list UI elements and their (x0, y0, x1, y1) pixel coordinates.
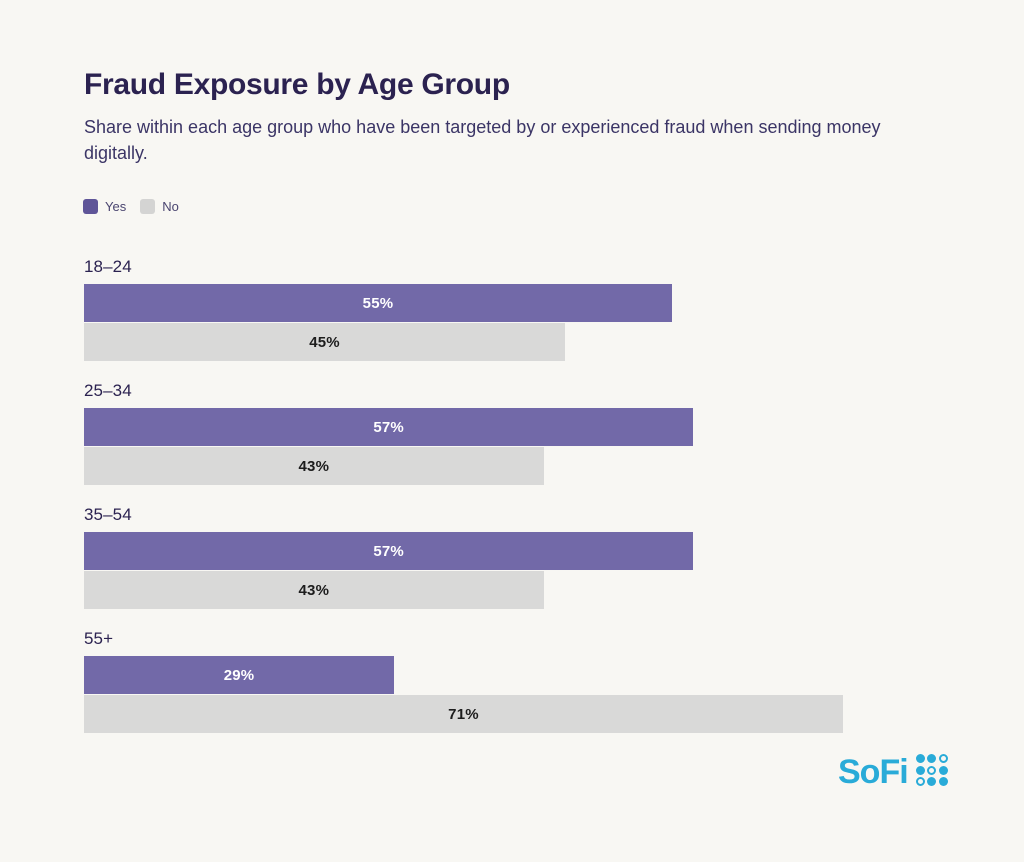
page-title: Fraud Exposure by Age Group (84, 68, 510, 101)
group-label: 35–54 (84, 505, 132, 524)
bar-row-no: 45% (84, 323, 984, 361)
sofi-logo: SoFi (838, 754, 948, 789)
chart-header: Fraud Exposure by Age Group Share within… (84, 68, 934, 166)
sofi-dot-5 (927, 765, 937, 775)
chart-legend: Yes No (83, 199, 179, 214)
sofi-dot-6 (938, 765, 948, 775)
sofi-dot-7 (915, 777, 925, 786)
legend-label-yes: Yes (105, 199, 127, 214)
sofi-dot-3 (938, 754, 948, 763)
sofi-dot-1 (915, 754, 925, 763)
bar-value-label: 57% (373, 418, 404, 436)
bar-group-18-24: 18–24 55% 45% (84, 258, 984, 361)
sofi-dot-grid-icon (915, 754, 948, 786)
bar-value-label: 55% (362, 294, 394, 312)
chart-subtitle: Share within each age group who have bee… (84, 117, 881, 163)
bar-yes[interactable]: 57% (84, 408, 694, 446)
sofi-dot-2 (927, 754, 937, 763)
bar-no[interactable]: 43% (84, 447, 544, 485)
bar-chart-plot: 18–24 55% 45% 25–34 57% 43% (84, 258, 984, 733)
bar-value-label: 45% (309, 333, 340, 351)
bar-value-label: 71% (448, 705, 479, 723)
bar-row-yes: 55% (84, 284, 984, 322)
legend-item-no[interactable]: No (140, 199, 179, 214)
legend-swatch-no (140, 199, 156, 214)
legend-item-yes[interactable]: Yes (83, 199, 126, 214)
bar-group-35-54: 35–54 57% 43% (84, 506, 984, 609)
bar-no[interactable]: 71% (84, 695, 843, 733)
sofi-wordmark: SoFi (838, 752, 909, 791)
bar-row-yes: 29% (84, 656, 984, 694)
bar-row-no: 43% (84, 447, 984, 485)
bar-row-no: 71% (84, 695, 984, 733)
bar-group-25-34: 25–34 57% 43% (84, 382, 984, 485)
bar-yes[interactable]: 57% (84, 532, 694, 570)
sofi-dot-9 (938, 777, 948, 786)
bar-row-no: 43% (84, 571, 984, 609)
bar-no[interactable]: 45% (84, 323, 566, 361)
bar-yes[interactable]: 55% (84, 284, 672, 322)
bar-no[interactable]: 43% (84, 571, 544, 609)
bar-group-55-plus: 55+ 29% 71% (84, 630, 984, 733)
bar-row-yes: 57% (84, 532, 984, 570)
group-label: 18–24 (84, 257, 132, 276)
bar-yes[interactable]: 29% (84, 656, 394, 694)
group-label: 25–34 (84, 381, 132, 400)
bar-value-label: 43% (298, 581, 330, 599)
bar-value-label: 57% (373, 542, 404, 560)
bar-value-label: 43% (298, 457, 330, 475)
legend-label-no: No (162, 199, 179, 214)
bar-value-label: 29% (223, 666, 255, 684)
bar-row-yes: 57% (84, 408, 984, 446)
sofi-dot-8 (927, 777, 937, 786)
legend-swatch-yes (83, 199, 98, 214)
sofi-dot-4 (915, 765, 925, 775)
group-label: 55+ (84, 629, 114, 648)
